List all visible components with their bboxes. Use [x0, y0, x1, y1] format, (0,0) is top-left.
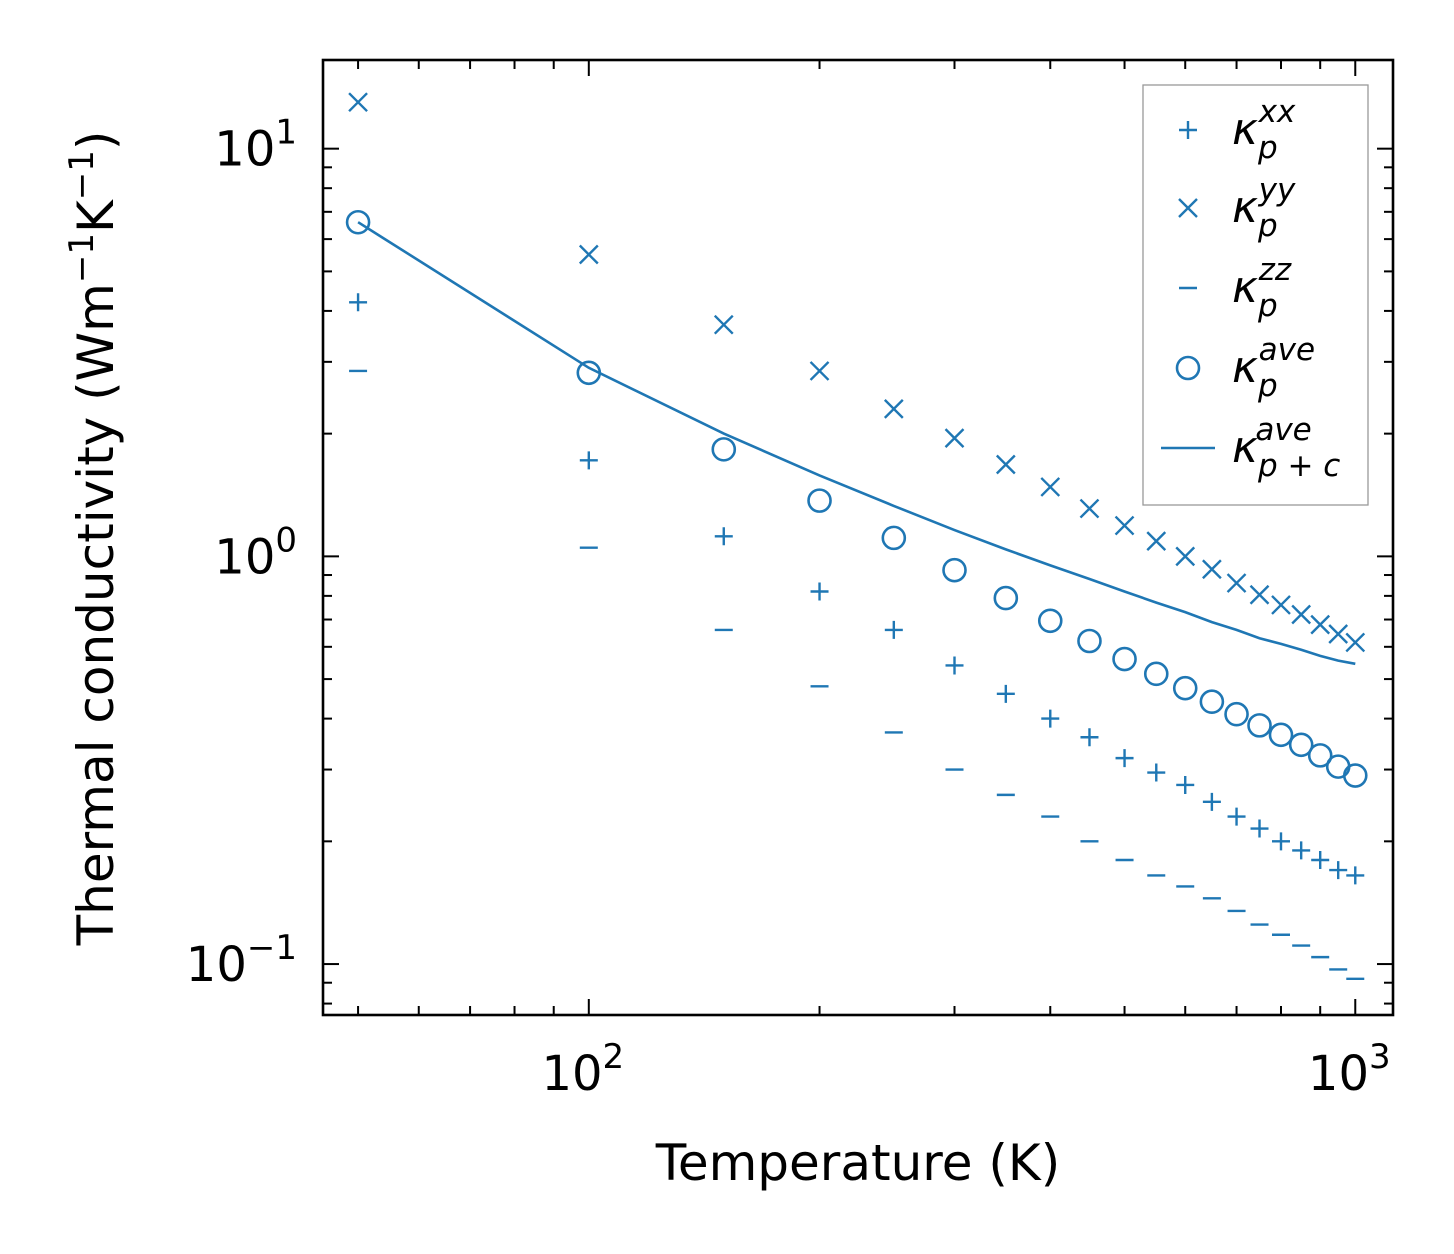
data-point-kappa_p_xx: [1329, 861, 1348, 880]
data-point-kappa_p_ave: [881, 525, 907, 551]
data-point-kappa_p_ave: [1325, 754, 1351, 779]
data-point-kappa_p_ave: [1172, 675, 1198, 701]
data-point-kappa_p_yy: [1271, 595, 1291, 615]
plot-frame: [321, 58, 1395, 1017]
data-point-kappa_p_ave: [711, 437, 737, 462]
data-point-kappa_p_ave: [807, 488, 832, 513]
data-point-kappa_p_ave: [1342, 763, 1368, 788]
data-point-kappa_p_yy: [1328, 624, 1349, 644]
data-point-kappa_p_yy: [1079, 498, 1100, 519]
legend-label-kappa_p_c_ave: κp + cave: [1232, 412, 1340, 484]
data-point-kappa_p_ave: [1288, 732, 1314, 758]
series-kappa_p_xx: [349, 293, 1365, 885]
data-point-kappa_p_xx: [1115, 749, 1134, 768]
y-tick-label: 101: [214, 113, 297, 178]
legend-box: [1142, 84, 1369, 506]
data-point-kappa_p_yy: [1291, 604, 1312, 625]
data-point-kappa_p_yy: [1175, 546, 1196, 567]
data-point-kappa_p_xx: [1346, 866, 1365, 885]
data-point-kappa_p_ave: [1247, 713, 1272, 738]
data-point-kappa_p_ave: [345, 209, 371, 235]
data-point-kappa_p_yy: [995, 454, 1016, 475]
data-point-kappa_p_xx: [810, 582, 829, 601]
data-point-kappa_p_xx: [714, 527, 733, 546]
legend-label-kappa_p_ave: κpave: [1232, 332, 1315, 404]
data-point-kappa_p_xx: [1250, 819, 1269, 838]
data-point-kappa_p_xx: [1147, 763, 1166, 782]
legend-marker-kappa_p_ave: [1175, 355, 1201, 381]
data-point-kappa_p_xx: [996, 684, 1015, 703]
data-point-kappa_p_xx: [1292, 841, 1311, 860]
tick-labels: 102 103 10−1 100 101: [186, 113, 1391, 1102]
series-kappa_p_zz: [349, 369, 1365, 981]
data-point-kappa_p_ave: [1268, 722, 1294, 748]
plot-area: [345, 92, 1368, 981]
legend-label-kappa_p_zz: κpzz: [1232, 252, 1292, 324]
legend-label-kappa_p_xx: κpxx: [1232, 94, 1296, 166]
data-point-kappa_p_ave: [1224, 701, 1249, 727]
x-axis-label: Temperature (K): [655, 1134, 1060, 1192]
data-point-kappa_p_ave: [1199, 689, 1225, 715]
y-tick-label: 10−1: [186, 928, 297, 993]
data-point-kappa_p_yy: [713, 314, 734, 335]
data-point-kappa_p_yy: [944, 428, 965, 448]
data-point-kappa_p_yy: [1040, 477, 1061, 497]
data-point-kappa_p_xx: [1227, 807, 1246, 826]
data-point-kappa_p_yy: [883, 399, 904, 419]
data-point-kappa_p_ave: [1143, 661, 1169, 687]
data-point-kappa_p_yy: [809, 361, 830, 381]
series-kappa_p_ave: [345, 209, 1368, 788]
data-point-kappa_p_yy: [1310, 614, 1331, 635]
series-kappa_p_c_ave: [357, 221, 1356, 666]
x-tick-label: 102: [541, 1037, 624, 1102]
data-point-kappa_p_xx: [1272, 832, 1290, 851]
data-point-kappa_p_yy: [1226, 573, 1247, 593]
y-tick-label: 100: [214, 520, 297, 585]
x-tick-label: 103: [1308, 1037, 1391, 1102]
data-point-kappa_p_xx: [1311, 850, 1330, 869]
data-point-kappa_p_yy: [348, 92, 368, 113]
legend-marker-kappa_p_xx: [1179, 121, 1197, 139]
legend-marker-kappa_p_yy: [1178, 198, 1198, 218]
data-point-kappa_p_xx: [884, 620, 903, 639]
data-point-kappa_p_ave: [1037, 608, 1063, 634]
data-point-kappa_p_yy: [1345, 632, 1366, 653]
data-point-kappa_p_xx: [945, 656, 964, 675]
data-point-kappa_p_yy: [1249, 584, 1270, 605]
data-point-kappa_p_xx: [1176, 775, 1195, 794]
data-point-kappa_p_xx: [579, 451, 598, 470]
axis-ticks: [323, 60, 1393, 1015]
data-point-kappa_p_yy: [1114, 515, 1135, 536]
data-point-kappa_p_xx: [1041, 709, 1060, 728]
data-point-kappa_p_ave: [1112, 646, 1137, 672]
data-point-kappa_p_xx: [1202, 792, 1221, 811]
data-point-kappa_p_ave: [993, 585, 1019, 611]
series-kappa_p_yy: [348, 92, 1366, 653]
data-point-kappa_p_xx: [349, 293, 368, 312]
data-point-kappa_p_ave: [1307, 743, 1333, 768]
y-axis-label: Thermal conductivity (Wm−1K−1): [62, 131, 125, 947]
data-point-kappa_p_ave: [1077, 628, 1102, 654]
data-point-kappa_p_yy: [1202, 559, 1222, 580]
series-line-kappa_p_c_ave: [357, 221, 1356, 666]
data-point-kappa_p_xx: [1080, 728, 1099, 747]
legend-label-kappa_p_yy: κpyy: [1232, 172, 1296, 244]
data-point-kappa_p_yy: [578, 244, 599, 265]
data-point-kappa_p_yy: [1146, 531, 1167, 551]
data-point-kappa_p_ave: [942, 557, 967, 583]
